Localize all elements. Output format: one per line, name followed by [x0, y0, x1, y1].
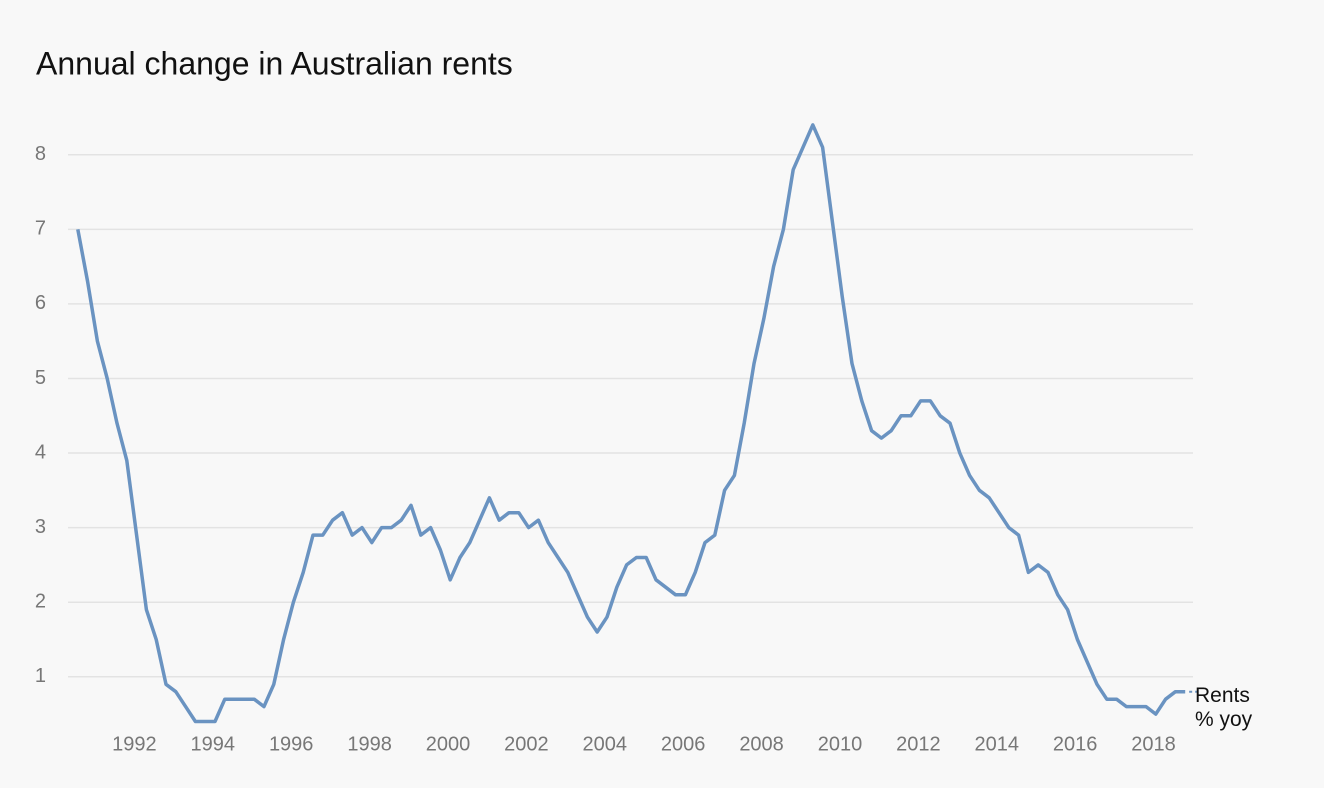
x-tick-label: 2002 — [504, 733, 549, 755]
x-tick-label: 2016 — [1053, 733, 1098, 755]
x-tick-label: 2008 — [739, 733, 784, 755]
y-tick-label: 4 — [35, 441, 46, 463]
y-tick-label: 2 — [35, 590, 46, 612]
x-tick-label: 2006 — [661, 733, 706, 755]
x-tick-label: 2010 — [818, 733, 863, 755]
y-tick-label: 3 — [35, 516, 46, 538]
x-tick-label: 2012 — [896, 733, 941, 755]
x-tick-label: 1992 — [112, 733, 157, 755]
y-tick-label: 1 — [35, 665, 46, 687]
series-line — [76, 123, 1186, 724]
y-tick-label: 8 — [35, 143, 46, 165]
x-tick-label: 2004 — [583, 733, 628, 755]
x-tick-label: 1994 — [191, 733, 236, 755]
x-tick-label: 1998 — [347, 733, 392, 755]
x-tick-label: 2000 — [426, 733, 471, 755]
x-tick-label: 2018 — [1131, 733, 1176, 755]
series-label: Rents % yoy — [1195, 684, 1253, 731]
chart-title: Annual change in Australian rents — [36, 45, 513, 81]
y-tick-label: 5 — [35, 367, 46, 389]
x-tick-label: 2014 — [975, 733, 1020, 755]
y-tick-label: 6 — [35, 292, 46, 314]
x-tick-label: 1996 — [269, 733, 314, 755]
y-tick-label: 7 — [35, 218, 46, 240]
